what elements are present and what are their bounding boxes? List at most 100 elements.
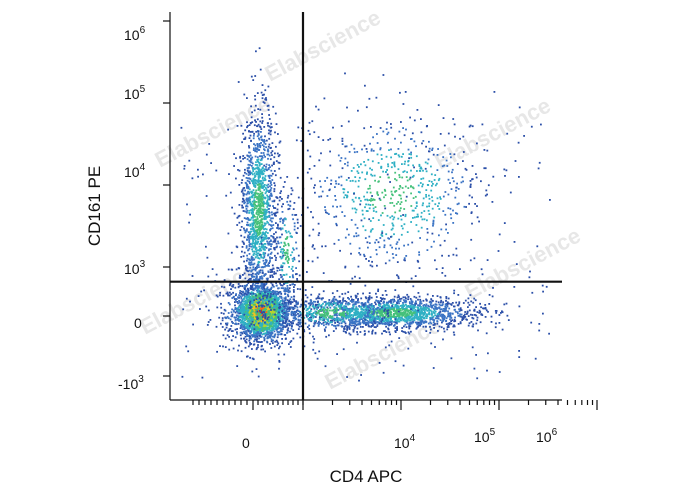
data-point — [245, 314, 248, 317]
data-point — [256, 324, 259, 327]
data-point — [272, 276, 274, 278]
data-point — [253, 230, 256, 233]
data-point — [425, 317, 428, 319]
data-point — [239, 321, 242, 324]
data-point — [276, 208, 279, 211]
data-point — [273, 319, 275, 322]
data-point — [290, 268, 293, 270]
data-point — [242, 305, 245, 308]
data-point — [227, 330, 230, 332]
data-point — [247, 218, 250, 220]
data-point — [250, 278, 252, 280]
data-point — [296, 288, 299, 290]
data-point — [239, 274, 241, 277]
data-point — [255, 170, 258, 173]
data-point — [262, 304, 264, 307]
data-point — [272, 217, 274, 220]
data-point — [241, 303, 244, 305]
data-point — [280, 251, 282, 253]
data-point — [277, 224, 279, 227]
data-point — [257, 285, 259, 288]
data-point — [397, 320, 399, 323]
data-point — [269, 276, 272, 278]
data-point — [258, 270, 261, 273]
data-point — [277, 310, 279, 313]
data-point — [256, 223, 258, 226]
data-point — [254, 192, 257, 195]
data-point — [249, 164, 251, 166]
data-point — [269, 325, 271, 328]
data-point — [245, 177, 248, 179]
data-point — [256, 272, 258, 275]
data-point — [268, 210, 270, 213]
data-point — [282, 300, 284, 303]
data-point — [295, 301, 298, 304]
data-point — [240, 256, 243, 258]
data-point — [268, 249, 270, 252]
data-point — [230, 325, 233, 327]
data-point — [264, 192, 267, 195]
data-point — [254, 104, 257, 107]
data-point — [252, 245, 255, 248]
data-point — [299, 288, 302, 291]
data-point — [261, 313, 263, 316]
data-point — [259, 170, 262, 172]
data-point — [267, 183, 270, 186]
data-point — [270, 174, 273, 177]
data-point — [249, 332, 251, 335]
data-point — [280, 264, 283, 267]
data-point — [245, 229, 247, 232]
data-point — [261, 344, 263, 347]
data-point — [227, 294, 229, 297]
data-point — [269, 296, 272, 299]
data-point — [290, 193, 293, 196]
data-point — [255, 161, 257, 164]
data-point — [245, 307, 248, 310]
data-point — [279, 255, 282, 258]
data-point — [240, 290, 243, 293]
data-point — [261, 240, 264, 242]
data-point — [260, 234, 263, 237]
data-point — [243, 302, 246, 305]
data-point — [240, 319, 243, 322]
data-point — [248, 130, 250, 133]
data-point — [216, 306, 219, 309]
data-point — [250, 105, 252, 108]
data-point — [220, 322, 222, 325]
data-point — [271, 274, 274, 277]
data-point — [261, 197, 264, 200]
data-point — [273, 233, 275, 235]
data-point — [269, 295, 272, 297]
data-point — [249, 231, 251, 234]
data-point — [300, 325, 303, 328]
data-point — [259, 240, 262, 243]
data-point — [375, 296, 378, 298]
data-point — [262, 200, 265, 203]
data-point — [267, 167, 270, 169]
data-point — [265, 237, 267, 240]
data-point — [337, 303, 339, 306]
data-point — [320, 297, 323, 300]
data-point — [240, 124, 243, 127]
data-point — [255, 232, 258, 235]
data-point — [248, 192, 251, 195]
data-point — [247, 305, 250, 308]
data-point — [258, 137, 260, 140]
data-point — [263, 275, 265, 277]
data-point — [248, 243, 251, 246]
data-point — [256, 264, 259, 266]
data-point — [262, 295, 264, 298]
data-point — [249, 203, 252, 206]
data-point — [275, 242, 278, 245]
data-point — [259, 298, 262, 301]
data-point — [260, 158, 263, 161]
data-point — [252, 289, 255, 292]
data-point — [284, 287, 287, 290]
data-point — [294, 305, 296, 308]
data-point — [253, 299, 256, 302]
data-point — [255, 305, 258, 308]
data-point — [261, 170, 263, 173]
data-point — [245, 289, 248, 292]
data-point — [277, 298, 280, 300]
data-point — [252, 205, 255, 207]
